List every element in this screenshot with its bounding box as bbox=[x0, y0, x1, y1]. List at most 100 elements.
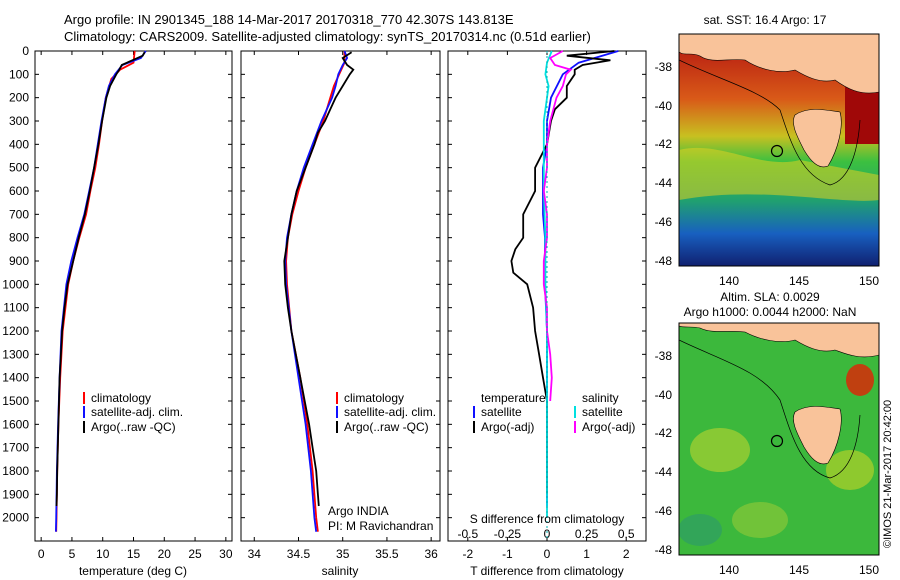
temperature-axes bbox=[34, 50, 233, 542]
series-temperature-argo-adj- bbox=[510, 50, 615, 495]
sst-lat-40: -40 bbox=[655, 99, 673, 113]
sst-lat-44: -44 bbox=[655, 176, 673, 190]
sst-lat-48: -48 bbox=[655, 254, 673, 268]
series-salinity-satellite bbox=[542, 50, 553, 518]
y-tick-label: 1500 bbox=[2, 394, 29, 408]
s-tick-label: 0 bbox=[544, 527, 551, 541]
sst-front bbox=[679, 147, 879, 201]
y-tick-label: 200 bbox=[9, 91, 29, 105]
y-tick-label: 1800 bbox=[2, 464, 29, 478]
header-line1: Argo profile: IN 2901345_188 14-Mar-2017… bbox=[64, 12, 514, 27]
y-tick-label: 700 bbox=[9, 207, 29, 221]
y-tick-label: 1900 bbox=[2, 487, 29, 501]
y-tick-label: 800 bbox=[9, 231, 29, 245]
s-tick-label: 0.5 bbox=[618, 527, 635, 541]
sla-mainland bbox=[679, 323, 879, 358]
y-tick-label: 1000 bbox=[2, 277, 29, 291]
legend-t-argo: Argo(-adj) bbox=[481, 420, 534, 434]
y-tick-label: 1400 bbox=[2, 371, 29, 385]
x-tick-label: 35.5 bbox=[375, 547, 399, 561]
sla-lat-38: -38 bbox=[655, 349, 673, 363]
y-tick-label: 600 bbox=[9, 184, 29, 198]
sst-shelf-contour bbox=[679, 59, 861, 186]
difference-legend: temperature satellite Argo(-adj) salinit… bbox=[473, 391, 635, 434]
sla-lat-44: -44 bbox=[655, 465, 673, 479]
x-tick-label: 30 bbox=[219, 547, 233, 561]
sst-lon-140: 140 bbox=[719, 274, 739, 288]
x-tick-label: -1 bbox=[502, 547, 513, 561]
legend-satellite: satellite-adj. clim. bbox=[344, 405, 436, 419]
salinity-legend: climatology satellite-adj. clim. Argo(..… bbox=[336, 391, 436, 434]
x-tick-label: 1 bbox=[583, 547, 590, 561]
sla-map-title2: Argo h1000: 0.0044 h2000: NaN bbox=[684, 305, 857, 319]
argo-pi-label: PI: M Ravichandran bbox=[328, 519, 433, 533]
sst-tasmania bbox=[793, 109, 842, 168]
sst-lat-46: -46 bbox=[655, 215, 673, 229]
sst-lon-145: 145 bbox=[789, 274, 809, 288]
difference-plot: -2 -1 0 1 2 -0.5 -0.25 0 0.25 0.5 S difference fr… bbox=[447, 50, 647, 578]
sla-warm-eddy bbox=[846, 364, 874, 396]
sla-lat-48: -48 bbox=[655, 543, 673, 557]
x-tick-label: 0 bbox=[38, 547, 45, 561]
salinity-plot: 34 34.5 35 35.5 36 salinity climatology sate… bbox=[240, 50, 441, 578]
sla-lon-140: 140 bbox=[719, 563, 739, 577]
legend-argo: Argo(..raw -QC) bbox=[91, 420, 176, 434]
y-tick-label: 300 bbox=[9, 114, 29, 128]
sla-lon-145: 145 bbox=[789, 563, 809, 577]
imos-credit: ©IMOS 21-Mar-2017 20:42:00 bbox=[882, 400, 894, 548]
sst-map: sat. SST: 16.4 Argo: 17 bbox=[655, 13, 880, 288]
sla-tasmania bbox=[793, 406, 842, 465]
y-tick-label: 1100 bbox=[3, 301, 29, 315]
x-tick-label: -2 bbox=[462, 547, 473, 561]
legend-climatology: climatology bbox=[344, 391, 404, 405]
sst-mainland bbox=[679, 34, 879, 94]
sla-anomaly bbox=[690, 428, 750, 472]
sla-lat-46: -46 bbox=[655, 504, 673, 518]
sst-lat-42: -42 bbox=[655, 137, 673, 151]
x-tick-label: 0 bbox=[544, 547, 551, 561]
sst-argo-position bbox=[770, 144, 784, 158]
x-tick-label: 25 bbox=[188, 547, 202, 561]
sla-map-ticks: -38 -40 -42 -44 -46 -48 140 145 150 bbox=[655, 349, 880, 577]
temperature-xlabel: temperature (deg C) bbox=[79, 564, 187, 578]
x-tick-label: 35 bbox=[336, 547, 350, 561]
s-tick-label: 0.25 bbox=[575, 527, 599, 541]
legend-salinity-heading: salinity bbox=[582, 391, 619, 405]
s-tick-label: -0.5 bbox=[457, 527, 478, 541]
salinity-axes bbox=[240, 50, 441, 542]
legend-s-argo: Argo(-adj) bbox=[582, 420, 635, 434]
sla-anomaly bbox=[826, 450, 874, 490]
sla-map: Altim. SLA: 0.0029 Argo h1000: 0.0044 h2… bbox=[655, 290, 894, 577]
sla-lat-42: -42 bbox=[655, 426, 673, 440]
legend-satellite: satellite-adj. clim. bbox=[91, 405, 183, 419]
y-tick-label: 500 bbox=[9, 161, 29, 175]
series-argo-raw-qc- bbox=[55, 51, 146, 507]
y-tick-label: 0 bbox=[22, 44, 29, 58]
x-tick-label: 34.5 bbox=[287, 547, 311, 561]
difference-t-xlabel: T difference from climatology bbox=[470, 564, 624, 578]
sla-shelf-contour bbox=[679, 339, 861, 479]
y-tick-label: 400 bbox=[9, 137, 29, 151]
sst-map-title: sat. SST: 16.4 Argo: 17 bbox=[704, 13, 827, 27]
sla-map-frame bbox=[678, 322, 880, 556]
sla-map-title1: Altim. SLA: 0.0029 bbox=[720, 290, 820, 304]
legend-climatology: climatology bbox=[91, 391, 151, 405]
sla-argo-position bbox=[770, 434, 784, 448]
legend-argo: Argo(..raw -QC) bbox=[344, 420, 429, 434]
sst-lat-38: -38 bbox=[655, 60, 673, 74]
sla-lon-150: 150 bbox=[859, 563, 879, 577]
y-tick-label: 2000 bbox=[2, 511, 29, 525]
y-tick-label: 1200 bbox=[2, 324, 29, 338]
legend-s-satellite: satellite bbox=[582, 405, 623, 419]
salinity-xlabel: salinity bbox=[322, 564, 359, 578]
sst-map-frame bbox=[678, 33, 880, 267]
temperature-plot: 0100200300400500600700800900100011001200… bbox=[2, 44, 233, 578]
x-tick-label: 20 bbox=[158, 547, 172, 561]
y-tick-label: 100 bbox=[9, 67, 29, 81]
x-tick-label: 34 bbox=[248, 547, 262, 561]
x-tick-label: 15 bbox=[127, 547, 141, 561]
y-tick-label: 1300 bbox=[2, 347, 29, 361]
sla-anomaly bbox=[732, 502, 788, 538]
x-tick-label: 36 bbox=[424, 547, 438, 561]
